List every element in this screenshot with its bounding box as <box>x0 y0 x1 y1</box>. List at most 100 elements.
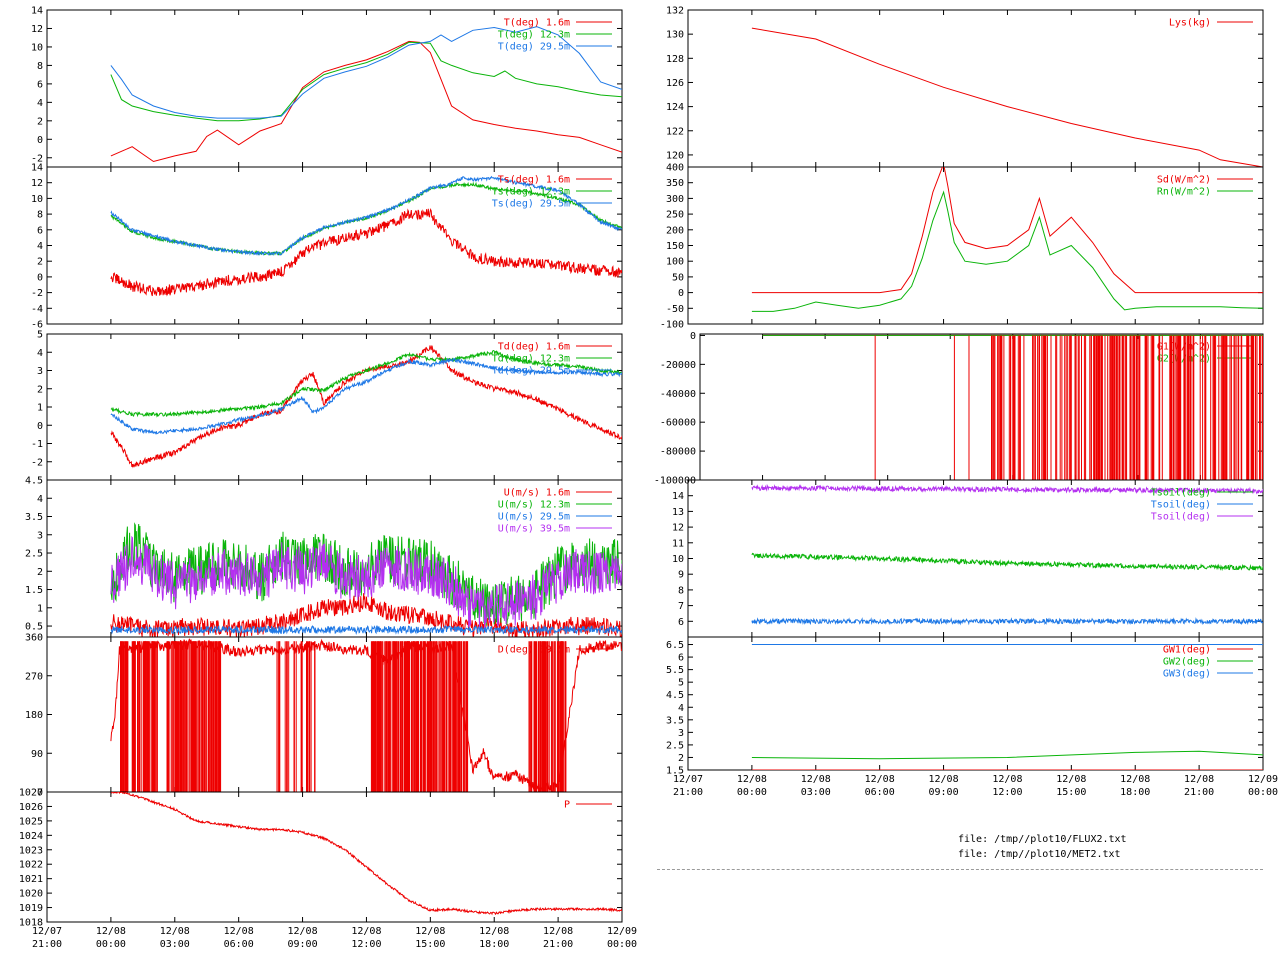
y-tick-label: 1018 <box>19 918 43 929</box>
y-tick-label: 12 <box>672 523 684 534</box>
series-line-air-temp-2 <box>110 26 622 119</box>
y-tick-label: 8 <box>37 61 43 72</box>
legend-label: Lys(kg) <box>1169 18 1211 29</box>
y-tick-label: -2 <box>31 288 43 299</box>
y-tick-label: 130 <box>666 30 684 41</box>
series-spikes-wind-direction <box>120 641 567 792</box>
x-tick-label-date: 12/08 <box>288 926 318 937</box>
legend-label: T(deg) 12.3m <box>498 30 570 41</box>
legend-label: Tsoil(deg) <box>1151 512 1211 523</box>
legend-label: GW3(deg) <box>1163 669 1211 680</box>
x-tick-label-date: 12/09 <box>1248 774 1278 785</box>
legend-label: Td(deg) 12.3m <box>492 354 570 365</box>
y-tick-label: -1 <box>31 439 43 450</box>
legend-label: U(m/s) 29.5m <box>498 512 570 523</box>
x-tick-label-time: 12:00 <box>992 787 1022 798</box>
y-tick-label: 1.5 <box>666 766 684 777</box>
y-tick-label: 120 <box>666 150 684 161</box>
series-line-radiation-0 <box>751 167 1263 294</box>
y-tick-label: 1021 <box>19 874 43 885</box>
y-tick-label: 6 <box>678 653 684 664</box>
panel-ground-flux: 0-20000-40000-60000-80000-100000G1(W/m^2… <box>654 331 1264 487</box>
y-tick-label: -2 <box>31 153 43 164</box>
panel-pressure: 1027 1026 1025 1024 1023 1022 1021 1020 1019 1018… <box>19 788 637 951</box>
y-tick-label: 1024 <box>19 831 43 842</box>
y-tick-label: 4 <box>37 348 43 359</box>
file-path-met: file: /tmp//plot10/MET2.txt <box>958 849 1121 860</box>
series-group <box>751 27 1263 167</box>
y-tick-label: 1 <box>37 603 43 614</box>
x-tick-label-date: 12/08 <box>543 926 573 937</box>
x-tick-label-time: 21:00 <box>543 939 573 950</box>
legend-label: Rn(W/m^2) <box>1157 187 1211 198</box>
series-group <box>110 175 622 297</box>
y-tick-label: -50 <box>666 304 684 315</box>
y-tick-label: -100 <box>660 320 684 331</box>
x-tick-label-date: 12/08 <box>479 926 509 937</box>
y-tick-label: 0 <box>37 135 43 146</box>
x-tick-label-time: 03:00 <box>160 939 190 950</box>
plot-frame <box>46 791 623 923</box>
y-tick-label: 2 <box>37 384 43 395</box>
y-tick-label: 150 <box>666 241 684 252</box>
y-tick-label: 50 <box>672 272 684 283</box>
y-tick-label: 3 <box>678 728 684 739</box>
legend-label: Ts(deg) 1.6m <box>498 175 570 186</box>
x-tick-label-time: 21:00 <box>32 939 62 950</box>
x-tick-label-time: 00:00 <box>737 787 767 798</box>
legend-label: U(m/s) 1.6m <box>504 488 570 499</box>
x-tick-label-date: 12/08 <box>1184 774 1214 785</box>
x-tick-label-date: 12/08 <box>929 774 959 785</box>
y-tick-label: -2 <box>31 457 43 468</box>
x-tick-label-date: 12/08 <box>801 774 831 785</box>
series-line-sonic-temp-0 <box>110 207 622 297</box>
series-line-pressure-0 <box>110 792 622 916</box>
y-tick-label: 1022 <box>19 860 43 871</box>
y-tick-label: 6 <box>37 225 43 236</box>
y-tick-label: 1.5 <box>25 585 43 596</box>
y-tick-label: 10 <box>31 194 43 205</box>
plot-frame <box>687 9 1264 168</box>
x-tick-label-date: 12/08 <box>1056 774 1086 785</box>
y-tick-label: 1023 <box>19 845 43 856</box>
y-tick-label: 3.5 <box>666 715 684 726</box>
legend-label: T(deg) 29.5m <box>498 42 570 53</box>
x-tick-label-time: 21:00 <box>673 787 703 798</box>
series-spikes-ground-flux <box>874 335 1263 480</box>
y-tick-label: 0 <box>37 421 43 432</box>
y-tick-label: 1020 <box>19 889 43 900</box>
series-group <box>751 644 1263 770</box>
x-tick-label-time: 00:00 <box>607 939 637 950</box>
x-tick-label-time: 09:00 <box>288 939 318 950</box>
x-tick-label-time: 15:00 <box>1056 787 1086 798</box>
y-tick-label: 270 <box>25 671 43 682</box>
y-tick-label: 0.5 <box>25 622 43 633</box>
y-tick-label: 2 <box>37 116 43 127</box>
series-line-radiation-1 <box>751 190 1263 312</box>
series-line-wind-speed-3 <box>110 535 622 629</box>
y-tick-label: 122 <box>666 126 684 137</box>
x-tick-label-date: 12/07 <box>673 774 703 785</box>
legend-label: GW2(deg) <box>1163 657 1211 668</box>
legend-label: U(m/s) 12.3m <box>498 500 570 511</box>
series-group <box>110 345 622 469</box>
panel-soil-temp: 14131211109876Tsoil(deg)Tsoil(deg)Tsoil(… <box>672 479 1264 638</box>
y-tick-label: 4.5 <box>25 476 43 487</box>
y-tick-label: 126 <box>666 78 684 89</box>
y-tick-label: 1027 <box>19 788 43 799</box>
x-tick-label-date: 12/08 <box>96 926 126 937</box>
dashed-divider <box>657 869 1263 870</box>
y-tick-label: -100000 <box>654 476 696 487</box>
x-tick-label-time: 03:00 <box>801 787 831 798</box>
x-tick-label-time: 06:00 <box>224 939 254 950</box>
y-tick-label: 5 <box>37 330 43 341</box>
series-line-lysimeter-0 <box>751 27 1263 167</box>
y-tick-label: -6 <box>31 320 43 331</box>
y-tick-label: -80000 <box>660 447 696 458</box>
y-tick-label: 3.5 <box>25 512 43 523</box>
y-tick-label: 2 <box>37 257 43 268</box>
y-tick-label: 13 <box>672 507 684 518</box>
y-tick-label: 12 <box>31 178 43 189</box>
x-tick-label-date: 12/08 <box>737 774 767 785</box>
